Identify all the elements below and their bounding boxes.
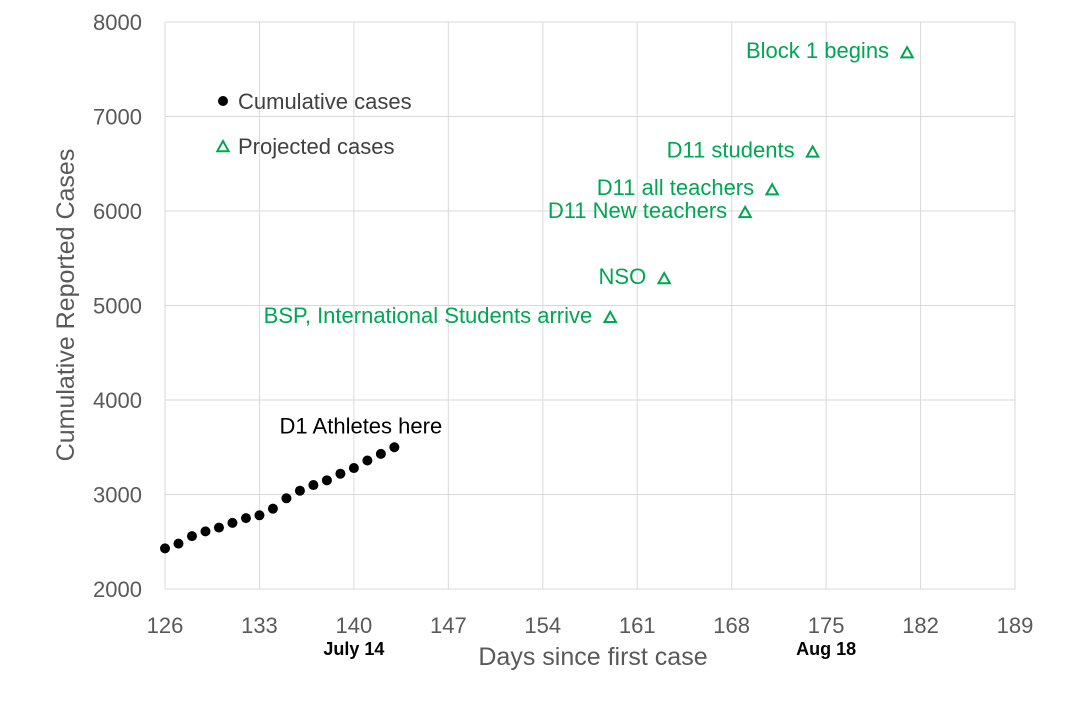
data-point-projected (764, 182, 780, 196)
data-point-cumulative (267, 503, 278, 514)
data-point-cumulative (160, 543, 170, 554)
data-point-cumulative (308, 480, 319, 491)
annotation-label: Block 1 begins (746, 38, 889, 63)
legend-marker-projected (215, 138, 231, 153)
y-tick-label: 4000 (93, 388, 142, 413)
data-point-projected (737, 204, 753, 219)
y-tick-label: 7000 (93, 105, 142, 130)
y-tick-label: 6000 (93, 199, 142, 224)
date-label: July 14 (323, 639, 384, 659)
data-point-projected (656, 270, 672, 285)
annotation-label: BSP, International Students arrive (264, 303, 593, 328)
x-tick-label: 189 (997, 613, 1034, 638)
data-point-cumulative (254, 510, 265, 521)
x-tick-label: 182 (902, 613, 939, 638)
x-axis-title: Days since first case (478, 643, 707, 671)
data-point-cumulative (213, 522, 224, 533)
annotation-label: D11 New teachers (548, 198, 727, 223)
data-point-cumulative (294, 485, 305, 496)
data-point-cumulative (281, 493, 292, 504)
data-point-cumulative (362, 455, 373, 466)
data-point-projected (805, 144, 821, 158)
x-axis-ticks: 126 133 140 147 154 161 168 175 182 189 (147, 613, 1034, 638)
data-point-projected (602, 309, 618, 323)
x-tick-label: 147 (430, 613, 467, 638)
y-tick-label: 3000 (93, 483, 142, 508)
annotation-label: D11 students (667, 137, 795, 162)
x-tick-label: 161 (619, 613, 656, 638)
legend-label-cumulative: Cumulative cases (238, 89, 412, 114)
date-labels: July 14 Aug 18 (323, 639, 856, 659)
x-tick-label: 140 (336, 613, 373, 638)
x-tick-label: 133 (241, 613, 278, 638)
x-tick-label: 154 (524, 613, 561, 638)
data-point-projected (899, 45, 915, 59)
y-tick-label: 5000 (93, 294, 142, 319)
x-tick-label: 126 (147, 613, 184, 638)
annotation-label: NSO (599, 264, 647, 289)
annotation-label: D11 all teachers (597, 175, 754, 200)
legend: Cumulative cases Projected cases (215, 89, 412, 159)
data-point-cumulative (348, 463, 359, 474)
data-point-cumulative (200, 526, 211, 537)
y-axis-title: Cumulative Reported Cases (52, 149, 80, 462)
gridlines (164, 21, 1016, 590)
series-projected-cases (602, 45, 915, 323)
y-tick-label: 2000 (93, 577, 142, 602)
y-axis-ticks: 2000 3000 4000 5000 6000 7000 8000 (93, 10, 142, 602)
data-point-cumulative (186, 531, 197, 542)
data-point-cumulative (227, 517, 238, 528)
date-label: Aug 18 (796, 639, 856, 659)
legend-marker-cumulative (218, 96, 228, 106)
annotation-label: D1 Athletes here (280, 413, 443, 438)
x-tick-label: 168 (713, 613, 750, 638)
data-point-cumulative (321, 475, 332, 486)
y-tick-label: 8000 (93, 10, 142, 35)
data-point-cumulative (173, 538, 184, 549)
legend-label-projected: Projected cases (238, 134, 395, 159)
data-point-cumulative (335, 468, 346, 479)
data-point-cumulative (240, 513, 251, 524)
series-cumulative-cases (160, 442, 400, 554)
x-tick-label: 175 (808, 613, 845, 638)
data-point-cumulative (375, 448, 386, 459)
data-point-cumulative (389, 442, 400, 453)
